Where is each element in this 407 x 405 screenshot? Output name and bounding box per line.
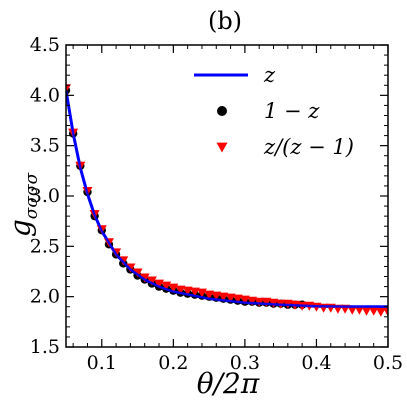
data-point-z-over-z-minus-1	[232, 294, 243, 304]
x-tick-label: 0.1	[87, 352, 117, 374]
data-point-z-over-z-minus-1	[368, 306, 379, 316]
series-layer	[66, 84, 388, 317]
data-point-z-over-z-minus-1	[225, 293, 236, 303]
data-point-z-over-z-minus-1	[375, 307, 386, 317]
x-tick-label: 0.5	[373, 352, 403, 374]
y-tick-label: 4.5	[30, 34, 60, 56]
data-point-z-over-z-minus-1	[361, 306, 372, 316]
data-point-z-over-z-minus-1	[218, 292, 229, 302]
plot-area: 0.1 0.2 0.3 0.4 0.5 1.5 2.0 2.5 3.0 3.5 4.0 4.5	[30, 34, 403, 374]
legend-entry: z/(z − 1)	[216, 135, 354, 159]
y-tick-label: 2.5	[30, 235, 60, 257]
legend-entry: z	[194, 63, 276, 87]
data-point-z-over-z-minus-1	[261, 297, 272, 307]
data-point-z-over-z-minus-1	[132, 268, 143, 278]
legend-label: z	[263, 63, 276, 87]
legend-label: z/(z − 1)	[263, 135, 354, 159]
legend-triangle-swatch	[216, 142, 228, 153]
x-axis-label: θ/2π	[197, 367, 260, 400]
y-tick-label: 2.0	[30, 286, 60, 308]
data-point-z-over-z-minus-1	[254, 297, 265, 307]
y-tick-label: 1.5	[30, 336, 60, 358]
series-line-z-overlay	[66, 90, 388, 308]
y-axis-label-sub: σσσσ	[22, 172, 42, 219]
data-point-z-over-z-minus-1	[204, 290, 215, 300]
x-tick-label: 0.4	[301, 352, 331, 374]
data-point-z-over-z-minus-1	[175, 285, 186, 295]
data-point-z-over-z-minus-1	[139, 273, 150, 283]
legend: z 1 − z z/(z − 1)	[194, 63, 354, 159]
data-point-z-over-z-minus-1	[347, 305, 358, 315]
y-tick-label: 4.0	[30, 84, 60, 106]
y-tick-label: 3.0	[30, 185, 60, 207]
data-point-z-over-z-minus-1	[189, 287, 200, 297]
data-point-z-over-z-minus-1	[211, 291, 222, 301]
data-point-z-over-z-minus-1	[383, 307, 388, 317]
data-point-z-over-z-minus-1	[182, 286, 193, 296]
data-point-z-over-z-minus-1	[247, 296, 258, 306]
legend-circle-swatch	[217, 106, 227, 116]
chart-title: (b)	[208, 7, 242, 35]
axes: 0.1 0.2 0.3 0.4 0.5 1.5 2.0 2.5 3.0 3.5 4.0 4.5	[30, 34, 403, 374]
y-axis-label-main: g	[4, 219, 37, 237]
legend-entry: 1 − z	[217, 99, 320, 123]
y-tick-label: 3.5	[30, 135, 60, 157]
data-point-z-over-z-minus-1	[354, 305, 365, 315]
svg-text:gσσσσ: gσσσσ	[4, 172, 42, 237]
y-axis-label: gσσσσ	[4, 172, 42, 237]
x-tick-label: 0.3	[230, 352, 260, 374]
data-point-z-over-z-minus-1	[146, 276, 157, 286]
data-point-z-over-z-minus-1	[239, 295, 250, 305]
series-line-z	[66, 90, 388, 309]
x-tick-label: 0.2	[158, 352, 188, 374]
legend-label: 1 − z	[264, 99, 320, 123]
